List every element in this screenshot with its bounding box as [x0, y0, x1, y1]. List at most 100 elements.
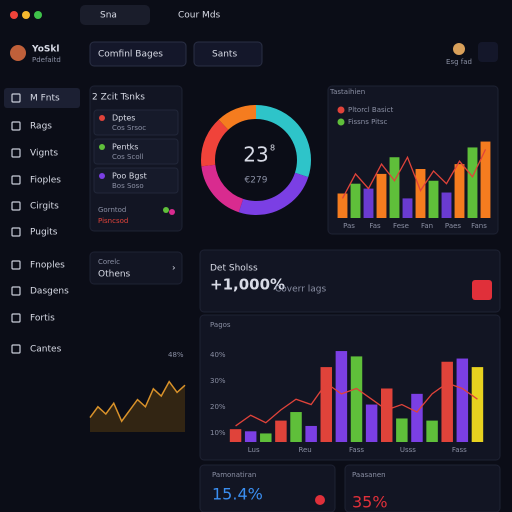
nav-item: Cantes: [30, 345, 62, 355]
nav-icon: [11, 148, 21, 158]
x-label: Fese: [393, 222, 409, 230]
nav-icon: [11, 93, 21, 103]
window-min[interactable]: [22, 11, 30, 19]
trend-line: [235, 382, 478, 427]
bar: [441, 192, 452, 218]
bar: [389, 157, 400, 218]
sort-text: Sants: [212, 50, 237, 60]
chevron: ›: [172, 264, 176, 274]
window-close[interactable]: [10, 11, 18, 19]
bar: [365, 404, 378, 442]
nav-icon: [11, 227, 21, 237]
task-sub: Bos Soso: [112, 182, 144, 190]
bar: [350, 183, 361, 218]
nav-item: Rags: [30, 122, 52, 132]
bar: [350, 356, 363, 442]
stat-value: 15.4%: [212, 485, 263, 504]
stat-title: Paasanen: [352, 471, 386, 479]
legend-swatch: [337, 106, 345, 114]
filter-button[interactable]: [89, 41, 187, 67]
summary-panel: [199, 249, 501, 313]
x-label: Usss: [400, 446, 416, 454]
donut-segment: [201, 105, 311, 215]
bar: [320, 367, 333, 442]
task-icon: [99, 115, 105, 121]
perf-panel: [199, 314, 501, 461]
bar: [428, 180, 439, 218]
nav-icon: [11, 260, 21, 270]
nav-item: Fortis: [30, 314, 55, 324]
x-label: Paes: [445, 222, 462, 230]
search-text: Sna: [100, 11, 117, 21]
bar: [335, 351, 348, 442]
stat-title: Pamonatiran: [212, 471, 256, 479]
stat-dot: [315, 495, 325, 505]
donut-segment: [201, 105, 311, 215]
task-sub: Cos Scoll: [112, 153, 144, 161]
nav-icon: [11, 201, 21, 211]
spark-area: [90, 381, 185, 432]
nav-icon: [11, 313, 21, 323]
account-avatar[interactable]: [453, 43, 465, 55]
bar: [454, 164, 465, 218]
bar: [337, 193, 348, 218]
contacts-title: Corelc: [98, 258, 120, 266]
bar: [411, 393, 423, 442]
task-item[interactable]: [93, 109, 179, 136]
y-label: 20%: [210, 403, 226, 411]
y-label: 10%: [210, 429, 226, 437]
legend-label: Fissns Pitsc: [348, 118, 387, 126]
donut-value: 23: [243, 143, 268, 167]
summary-value: +1,000%: [210, 276, 285, 294]
user-name: YoSkl: [31, 45, 59, 55]
task-title: Dptes: [112, 114, 135, 123]
bar: [380, 388, 393, 442]
nav-icon: [11, 121, 21, 131]
action-button[interactable]: [472, 280, 492, 300]
legend-label: Pltorcl Basict: [348, 106, 393, 114]
task-item[interactable]: [93, 167, 179, 194]
summary-title: Det Sholss: [210, 264, 258, 274]
donut-segment: [201, 105, 311, 215]
spark-line: [89, 380, 186, 423]
sort-button[interactable]: [193, 41, 263, 67]
search-box[interactable]: [80, 5, 150, 25]
task-title: Poo Bgst: [112, 172, 147, 181]
task-item[interactable]: [93, 138, 179, 165]
dot: [163, 207, 169, 213]
donut-sup: 8: [270, 144, 275, 153]
bar: [376, 173, 387, 218]
nav-item: Vignts: [30, 149, 58, 159]
y-label: 30%: [210, 377, 226, 385]
x-label: Lus: [248, 446, 260, 454]
x-label: Fass: [349, 446, 364, 454]
stat-value: 35%: [352, 493, 388, 512]
perf-title: Pagos: [210, 321, 231, 329]
trend-line: [341, 149, 487, 199]
task-icon: [99, 144, 105, 150]
trend-title: Tastaihien: [329, 88, 365, 96]
settings-button[interactable]: [478, 42, 498, 62]
tasks-footer: Pisncsod: [98, 217, 128, 225]
bar: [275, 420, 287, 442]
nav-icon: [11, 286, 21, 296]
nav-item: Dasgens: [30, 287, 69, 297]
nav-active[interactable]: [4, 88, 80, 108]
nav-item: Pugits: [30, 228, 58, 238]
nav-item: Fioples: [30, 176, 61, 186]
x-label: Pas: [343, 222, 355, 230]
bar: [260, 433, 272, 442]
donut-sub: €279: [245, 176, 268, 186]
summary-note: Coverr lags: [275, 285, 326, 295]
bar: [480, 141, 491, 218]
nav-icon: [11, 344, 21, 354]
user-role: Pdefaitd: [32, 56, 61, 64]
bar: [229, 429, 242, 442]
x-label: Fas: [369, 222, 381, 230]
contacts-panel[interactable]: [89, 251, 183, 285]
window-max[interactable]: [34, 11, 42, 19]
bar: [456, 358, 469, 442]
x-label: Fans: [471, 222, 487, 230]
bar: [402, 198, 413, 218]
